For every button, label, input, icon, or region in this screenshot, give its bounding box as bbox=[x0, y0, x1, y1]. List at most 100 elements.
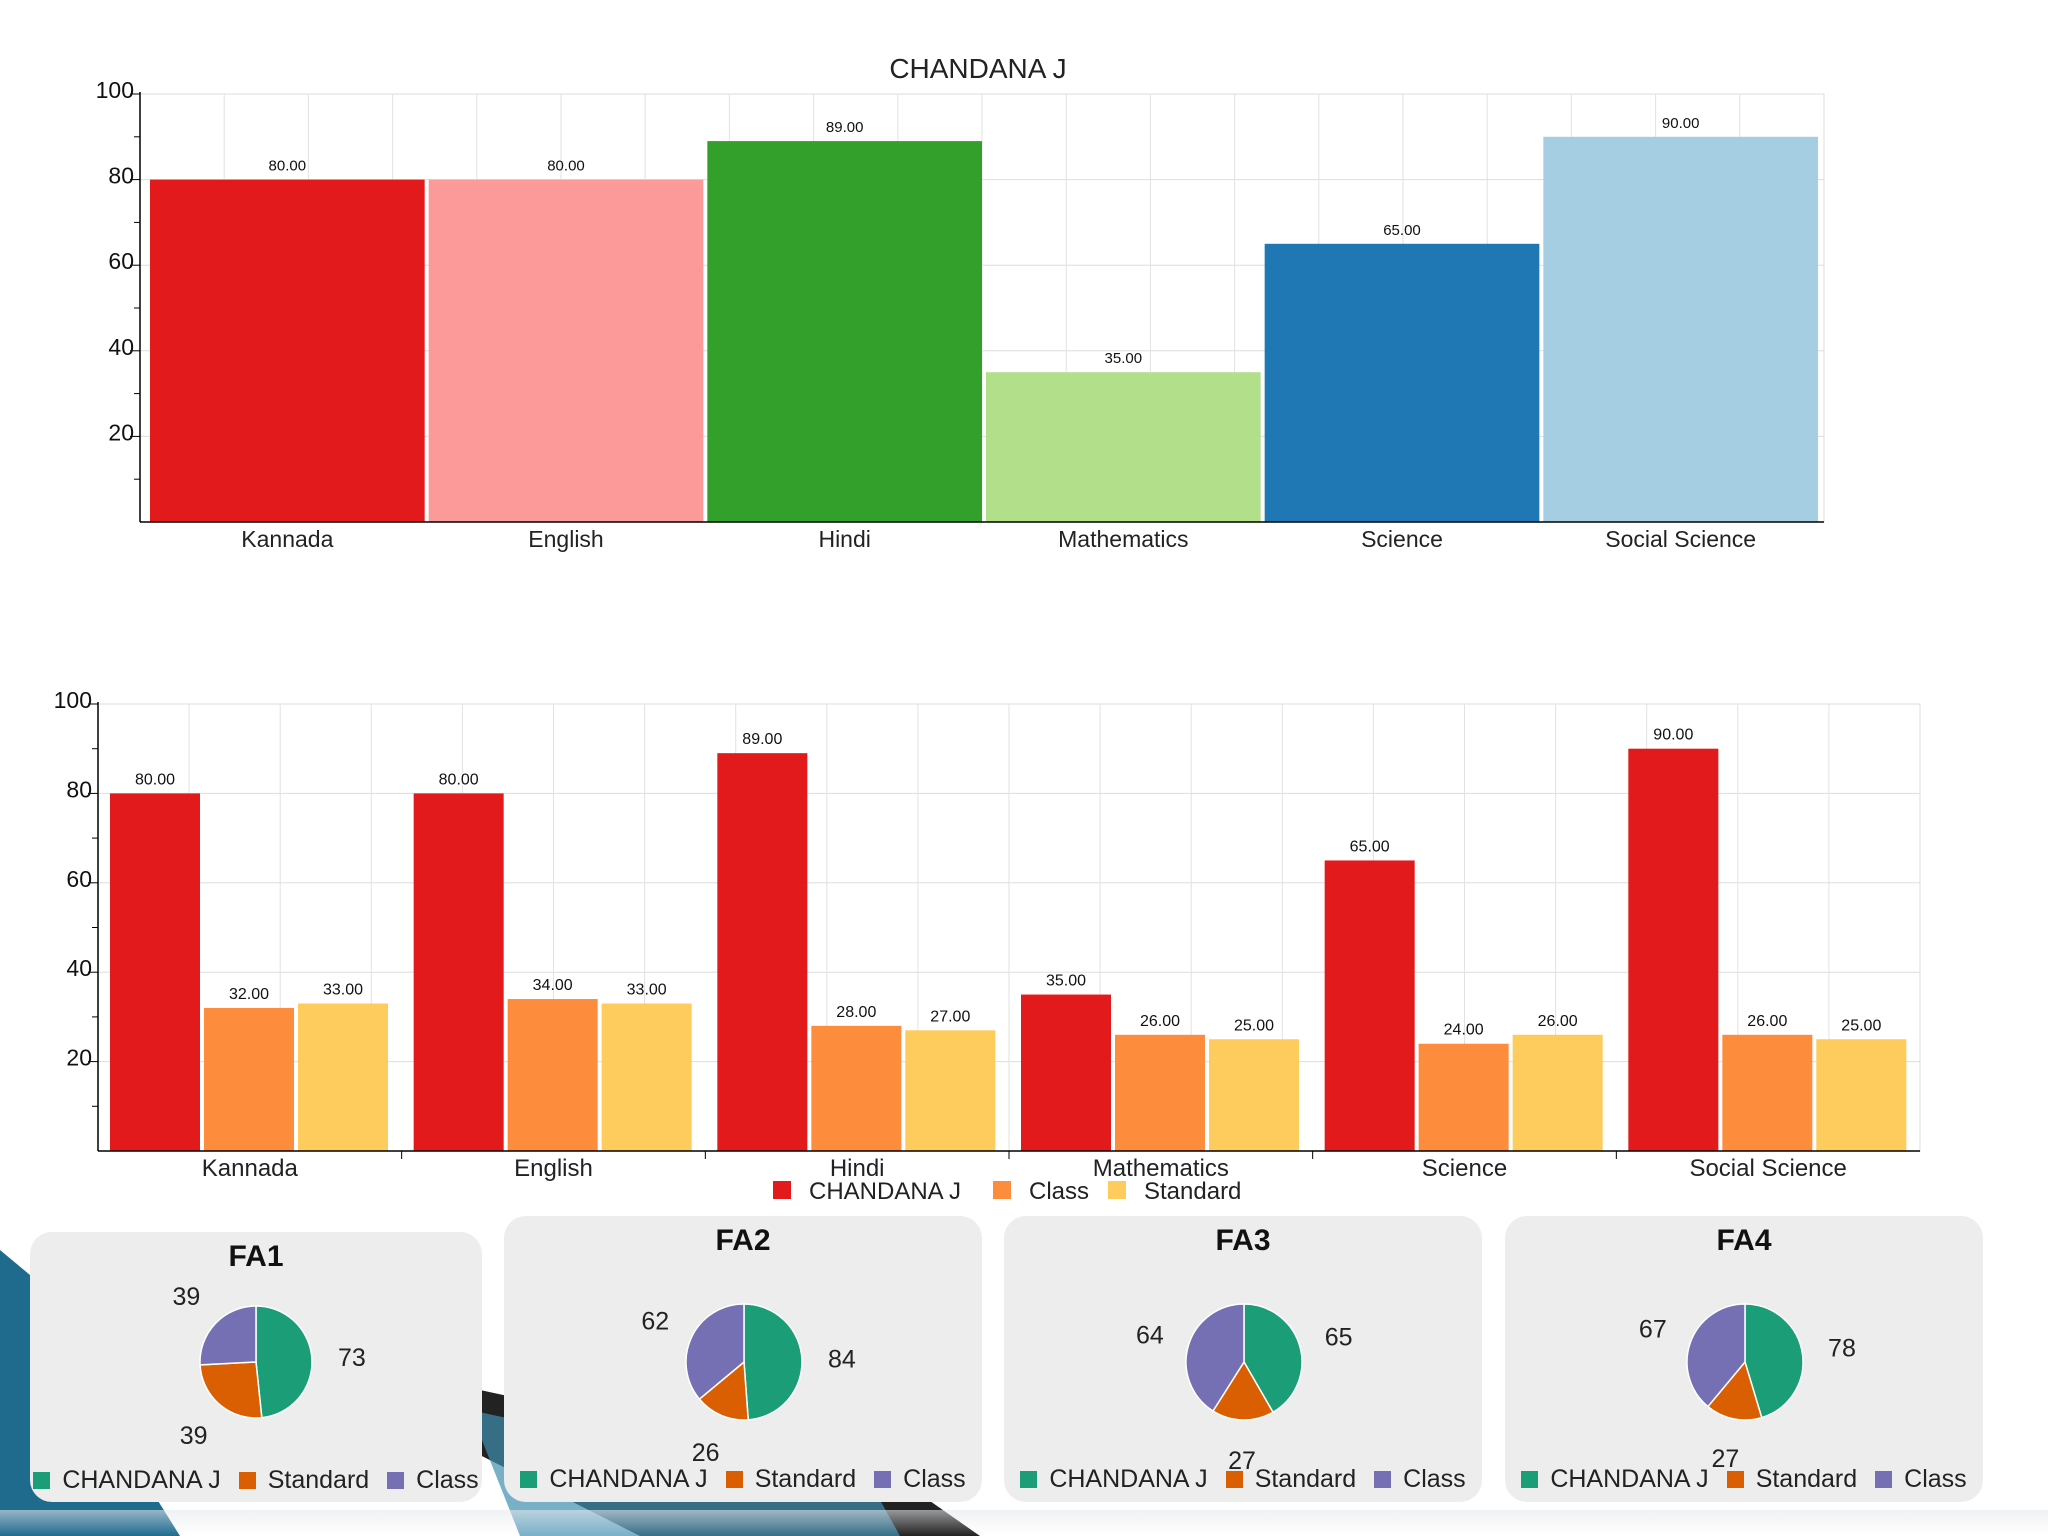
bar-class bbox=[1418, 1043, 1509, 1151]
bar-chandana-j bbox=[413, 793, 504, 1151]
pie-chart: 84 26 62 bbox=[641, 1303, 856, 1467]
y-tick-label: 20 bbox=[108, 419, 134, 445]
pie-slice-standard bbox=[698, 1360, 750, 1421]
legend-swatch bbox=[874, 1471, 892, 1488]
bar-value-label: 25.00 bbox=[1841, 1017, 1881, 1034]
x-tick-label: Mathematics bbox=[1093, 1155, 1229, 1182]
axes: Kannada English Hindi Mathematics Science Soc… bbox=[54, 687, 1920, 1182]
x-tick-label: Hindi bbox=[818, 526, 870, 552]
pie-value-label: 39 bbox=[180, 1422, 208, 1450]
legend-swatch bbox=[1521, 1471, 1539, 1488]
bar-standard bbox=[1512, 1034, 1603, 1151]
bar-value-label: 32.00 bbox=[229, 986, 269, 1003]
bar-group: 80.00 32.00 33.00 80.00 34.00 33.00 89.00 28.00… bbox=[110, 727, 1907, 1151]
bar-chandana-j bbox=[1021, 994, 1111, 1151]
bar-value-label: 26.00 bbox=[1747, 1013, 1787, 1030]
pie-value-label: 84 bbox=[828, 1345, 856, 1373]
x-tick-label: Mathematics bbox=[1058, 526, 1188, 552]
legend-item: Class bbox=[1374, 1465, 1466, 1494]
y-tick-label: 100 bbox=[54, 687, 92, 713]
pie-slice-class bbox=[685, 1303, 745, 1401]
legend-item: CHANDANA J bbox=[33, 1466, 221, 1495]
bar-class bbox=[204, 1007, 294, 1151]
pie-title: FA1 bbox=[228, 1240, 284, 1273]
y-tick-label: 80 bbox=[108, 163, 134, 189]
bar-value-label: 35.00 bbox=[1105, 350, 1143, 367]
bar-value-label: 27.00 bbox=[930, 1008, 970, 1025]
bar-chandana-j bbox=[110, 793, 200, 1151]
pie-value-label: 65 bbox=[1325, 1324, 1353, 1352]
x-tick-label: Kannada bbox=[202, 1155, 299, 1182]
x-tick-label: Social Science bbox=[1689, 1155, 1846, 1182]
legend-swatch bbox=[238, 1472, 256, 1489]
pie-chart: 78 27 67 bbox=[1639, 1303, 1856, 1473]
y-tick-label: 60 bbox=[66, 866, 92, 892]
bar-chandana-j bbox=[1628, 748, 1719, 1151]
bar-value-label: 26.00 bbox=[1140, 1013, 1180, 1030]
pie-card-fa2: FA2 84 26 62 CHANDANA J Standard Class bbox=[504, 1216, 982, 1502]
legend-label: CHANDANA J bbox=[809, 1178, 961, 1205]
y-tick-label: 40 bbox=[108, 334, 134, 360]
bar-class bbox=[507, 999, 598, 1151]
bar bbox=[707, 141, 982, 522]
bar-standard bbox=[905, 1030, 996, 1151]
pie-slice-class bbox=[1185, 1303, 1245, 1413]
pie-chart: 73 39 39 bbox=[172, 1283, 366, 1450]
x-tick-label: Science bbox=[1361, 526, 1443, 552]
bar-value-label: 35.00 bbox=[1046, 973, 1086, 990]
pie-slice-chandana-j bbox=[743, 1303, 803, 1421]
legend-item: Class bbox=[1875, 1465, 1967, 1494]
legend-item: Standard bbox=[725, 1465, 857, 1494]
pie-card-fa1: FA1 73 39 39 CHANDANA J Standard Class bbox=[30, 1232, 482, 1502]
bar-standard bbox=[601, 1003, 692, 1151]
legend-label: Standard bbox=[1144, 1178, 1241, 1205]
legend-swatch bbox=[993, 1181, 1011, 1199]
pie-value-label: 73 bbox=[338, 1344, 366, 1372]
x-tick-label: Kannada bbox=[241, 526, 333, 552]
pie-title: FA2 bbox=[715, 1224, 771, 1257]
pie-slice-standard bbox=[1706, 1360, 1763, 1421]
legend-label: CHANDANA J bbox=[549, 1465, 708, 1493]
legend-swatch bbox=[387, 1472, 405, 1489]
bar-value-label: 80.00 bbox=[547, 158, 585, 175]
bar bbox=[1264, 243, 1540, 523]
legend-label: Standard bbox=[1254, 1465, 1357, 1493]
legend-swatch bbox=[1726, 1471, 1744, 1488]
y-tick-label: 60 bbox=[108, 248, 134, 274]
legend-swatch bbox=[1108, 1181, 1126, 1199]
x-tick-label: Social Science bbox=[1605, 526, 1756, 552]
legend-label: CHANDANA J bbox=[62, 1466, 221, 1494]
legend-label: Standard bbox=[754, 1465, 857, 1493]
pie-value-label: 62 bbox=[641, 1307, 669, 1335]
legend-swatch bbox=[1875, 1471, 1893, 1488]
y-tick-label: 40 bbox=[66, 955, 92, 981]
bar-value-label: 80.00 bbox=[135, 771, 175, 788]
pie-value-label: 67 bbox=[1639, 1316, 1667, 1344]
bar-value-label: 34.00 bbox=[533, 977, 573, 994]
bar-value-label: 26.00 bbox=[1538, 1013, 1578, 1030]
pie-slice-standard bbox=[199, 1361, 263, 1419]
pie-title: FA3 bbox=[1215, 1224, 1271, 1257]
bar-value-label: 33.00 bbox=[323, 981, 363, 998]
bar-chandana-j bbox=[717, 753, 808, 1151]
bar-chandana-j bbox=[1324, 860, 1415, 1151]
pie-slice-chandana-j bbox=[1744, 1303, 1804, 1419]
pie-slice-chandana-j bbox=[1243, 1303, 1303, 1414]
bar-class bbox=[1722, 1034, 1813, 1151]
legend-swatch bbox=[773, 1181, 791, 1199]
grid-lines bbox=[97, 703, 1921, 1152]
bar-value-label: 80.00 bbox=[269, 158, 307, 175]
legend-label: CHANDANA J bbox=[1550, 1465, 1709, 1493]
legend-swatch bbox=[1225, 1471, 1243, 1488]
reflection-strip bbox=[0, 1510, 2048, 1536]
y-tick-label: 80 bbox=[66, 776, 92, 802]
pie-legend: CHANDANA J Standard Class bbox=[504, 1465, 982, 1494]
pie-title: FA4 bbox=[1716, 1224, 1772, 1257]
bar-value-label: 90.00 bbox=[1653, 727, 1693, 744]
pie-slice-class bbox=[1686, 1303, 1746, 1408]
bar-value-label: 33.00 bbox=[627, 981, 667, 998]
legend-item: Class bbox=[387, 1466, 479, 1495]
x-tick-label: Hindi bbox=[830, 1155, 885, 1182]
